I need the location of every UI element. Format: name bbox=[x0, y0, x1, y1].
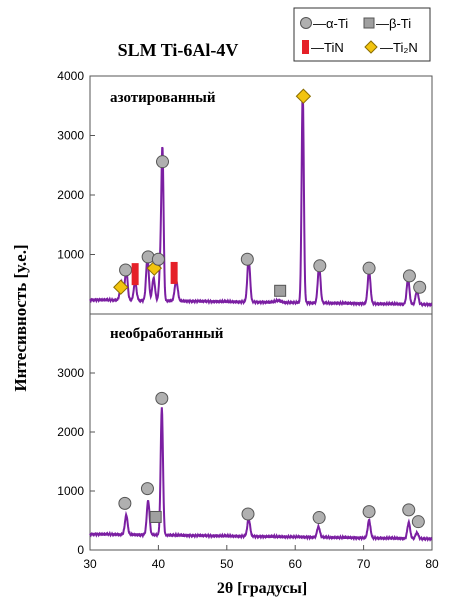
panel-nitrided-label: азотированный bbox=[110, 90, 216, 106]
panel-untreated-trace bbox=[89, 407, 433, 542]
legend-alpha-ti-circle-icon bbox=[300, 17, 312, 29]
alpha-ti-marker bbox=[312, 511, 326, 525]
y-tick-label: 0 bbox=[77, 543, 84, 557]
legend-ti2n-diamond-icon bbox=[364, 40, 378, 54]
x-tick-label: 30 bbox=[83, 557, 97, 571]
panel-untreated-label: необработанный bbox=[110, 326, 224, 342]
legend-alpha-ti-label: —α-Ti bbox=[313, 16, 348, 31]
panel-untreated-markers bbox=[118, 391, 425, 529]
alpha-ti-marker bbox=[362, 261, 376, 275]
alpha-ti-marker bbox=[313, 259, 327, 273]
x-tick-label: 40 bbox=[152, 557, 166, 571]
panel-untreated-y-ticks: 0 1000 2000 3000 bbox=[57, 366, 95, 557]
y-tick-label: 1000 bbox=[57, 248, 84, 262]
y-tick-label: 1000 bbox=[57, 484, 84, 498]
ti2n-marker bbox=[295, 88, 312, 104]
y-tick-label: 2000 bbox=[57, 425, 84, 439]
ti2n-marker bbox=[113, 279, 129, 295]
y-tick-label: 2000 bbox=[57, 188, 84, 202]
alpha-ti-marker bbox=[156, 155, 170, 169]
x-tick-label: 80 bbox=[425, 557, 439, 571]
x-axis-ticks: 30 40 50 60 70 80 bbox=[83, 545, 439, 571]
beta-ti-marker bbox=[149, 510, 162, 523]
legend-beta-ti-square-icon bbox=[363, 17, 375, 29]
panel-nitrided-markers bbox=[113, 88, 427, 297]
panel-nitrided-y-ticks: 1000 2000 3000 4000 bbox=[57, 69, 95, 262]
x-tick-label: 70 bbox=[357, 557, 371, 571]
chart-title: SLM Ti-6Al-4V bbox=[118, 40, 239, 60]
alpha-ti-marker bbox=[362, 505, 376, 519]
x-axis-label: 2θ [градусы] bbox=[217, 580, 307, 597]
x-tick-label: 50 bbox=[220, 557, 234, 571]
y-axis-label: Интесивность [у.е.] bbox=[11, 244, 30, 391]
alpha-ti-marker bbox=[151, 252, 165, 266]
alpha-ti-marker bbox=[402, 269, 416, 283]
y-tick-label: 4000 bbox=[57, 69, 84, 83]
beta-ti-marker bbox=[274, 284, 287, 297]
y-tick-label: 3000 bbox=[57, 129, 84, 143]
legend-box bbox=[293, 7, 431, 62]
alpha-ti-marker bbox=[119, 263, 133, 277]
alpha-ti-marker bbox=[118, 496, 132, 510]
alpha-ti-marker bbox=[155, 391, 169, 405]
panel-nitrided: азотированный 1000 2000 3000 4000 bbox=[57, 69, 433, 315]
legend-beta-ti-label: —β-Ti bbox=[376, 16, 411, 31]
tin-marker bbox=[131, 263, 139, 286]
x-tick-label: 60 bbox=[289, 557, 303, 571]
alpha-ti-marker bbox=[413, 280, 427, 294]
alpha-ti-marker bbox=[411, 515, 425, 529]
legend-ti2n-label: —Ti₂N bbox=[380, 40, 418, 55]
alpha-ti-marker bbox=[402, 503, 416, 517]
legend-tin-label: —TiN bbox=[311, 40, 344, 55]
legend: —α-Ti —β-Ti —TiN —Ti₂N bbox=[293, 7, 431, 62]
tin-marker bbox=[170, 261, 178, 284]
alpha-ti-marker bbox=[240, 252, 254, 266]
legend-tin-bar-icon bbox=[302, 40, 309, 54]
y-tick-label: 3000 bbox=[57, 366, 84, 380]
panel-untreated: необработанный 0 1000 2000 3000 bbox=[57, 313, 433, 557]
alpha-ti-marker bbox=[140, 482, 154, 496]
alpha-ti-marker bbox=[241, 507, 255, 521]
